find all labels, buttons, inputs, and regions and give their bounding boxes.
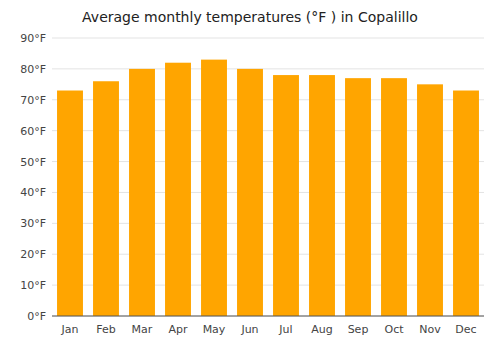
title: Average monthly temperatures (°F ) in Co…	[82, 9, 418, 25]
grid-line	[52, 68, 484, 69]
x-axis: Jan Feb Mar Apr May Jun Jul Aug Sep Oct Nov Dec	[52, 316, 484, 336]
x-tick-label: Jun	[240, 323, 258, 336]
x-tick-label: Apr	[168, 323, 188, 336]
y-tick-label: 40°F	[20, 186, 46, 199]
y-tick-label: 50°F	[20, 156, 46, 169]
x-tick-label: Dec	[455, 323, 476, 336]
grid-line	[52, 38, 484, 39]
chart-container: Average monthly temperatures (°F ) in Co…	[0, 0, 500, 350]
x-tick-label: Aug	[311, 323, 332, 336]
bar	[453, 91, 479, 316]
y-tick-label: 20°F	[20, 248, 46, 261]
bar	[381, 78, 407, 316]
bar	[345, 78, 371, 316]
bars	[57, 60, 479, 316]
bar	[57, 91, 83, 316]
bar	[129, 69, 155, 316]
grid-line	[52, 316, 484, 317]
y-tick-label: 10°F	[20, 279, 46, 292]
bar	[417, 84, 443, 316]
y-tick-label: 60°F	[20, 125, 46, 138]
x-tick-label: Jan	[61, 323, 79, 336]
x-tick-label: Mar	[132, 323, 153, 336]
x-tick-label: May	[203, 323, 226, 336]
x-tick-label: Jul	[278, 323, 292, 336]
x-tick-label: Oct	[384, 323, 404, 336]
chart: Average monthly temperatures (°F ) in Co…	[0, 0, 500, 350]
bar	[93, 81, 119, 316]
bar	[165, 63, 191, 316]
y-tick-label: 80°F	[20, 63, 46, 76]
x-tick-label: Nov	[419, 323, 441, 336]
bar	[309, 75, 335, 316]
bar	[237, 69, 263, 316]
page: {"chart_data": {"type": "bar", "title": …	[0, 0, 500, 350]
x-tick-label: Feb	[96, 323, 115, 336]
y-tick-label: 30°F	[20, 217, 46, 230]
bar	[201, 60, 227, 316]
y-tick-label: 90°F	[20, 32, 46, 45]
y-axis: 0°F 10°F 20°F 30°F 40°F 50°F 60°F 70°F 80°F 90°F	[20, 32, 484, 323]
y-tick-label: 0°F	[27, 310, 46, 323]
y-tick-label: 70°F	[20, 94, 46, 107]
x-tick-label: Sep	[348, 323, 369, 336]
x-axis-line	[52, 316, 484, 317]
bar	[273, 75, 299, 316]
